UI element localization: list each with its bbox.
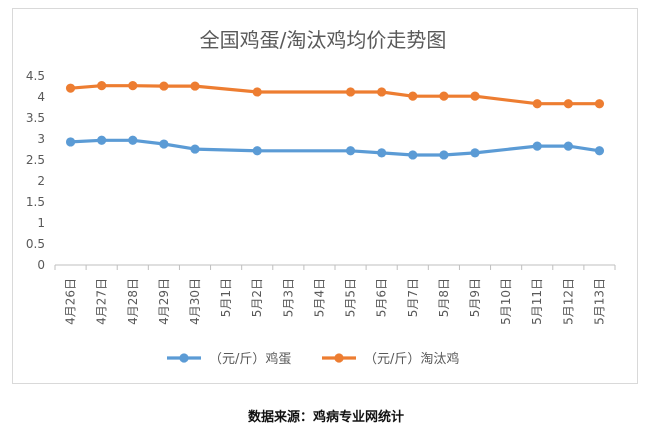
data-point bbox=[408, 91, 418, 101]
data-point bbox=[345, 146, 356, 156]
x-tick-label: 4月29日 bbox=[157, 278, 171, 325]
x-tick-label: 5月3日 bbox=[281, 278, 295, 317]
data-point bbox=[563, 141, 573, 151]
data-source-text: 数据来源：鸡病专业网统计 bbox=[247, 410, 404, 425]
y-tick-label: 4.5 bbox=[26, 69, 45, 83]
data-point bbox=[252, 87, 262, 97]
data-point bbox=[563, 99, 573, 109]
y-tick-label: 1.5 bbox=[26, 195, 45, 209]
chart-title: 全国鸡蛋/淘汰鸡均价走势图 bbox=[200, 28, 447, 52]
y-tick-label: 0 bbox=[37, 258, 45, 272]
legend-marker-0 bbox=[179, 353, 189, 363]
x-tick-label: 5月5日 bbox=[344, 278, 358, 317]
y-tick-label: 0.5 bbox=[26, 237, 45, 251]
x-tick-label: 5月9日 bbox=[468, 278, 482, 317]
data-point bbox=[532, 99, 542, 109]
data-point bbox=[532, 141, 542, 151]
x-tick-label: 4月28日 bbox=[126, 278, 140, 325]
legend: （元/斤）鸡蛋 （元/斤）淘汰鸡 bbox=[167, 351, 459, 367]
data-point bbox=[470, 91, 480, 101]
data-point bbox=[65, 83, 76, 93]
x-tick-label: 5月7日 bbox=[406, 278, 420, 317]
series-lines bbox=[65, 81, 605, 160]
x-tick-label: 5月11日 bbox=[530, 278, 544, 325]
x-tick-label: 5月2日 bbox=[250, 278, 264, 317]
legend-marker-1 bbox=[334, 353, 344, 363]
axes: 0 0.5 1 1.5 2 2.5 3 3.5 4 4.5 4月26日 4月27日 4月28日 4月29日… bbox=[26, 69, 616, 325]
legend-label-1: （元/斤）淘汰鸡 bbox=[364, 351, 459, 367]
data-point bbox=[159, 139, 169, 149]
data-point bbox=[159, 81, 169, 91]
data-point bbox=[65, 137, 76, 147]
x-tick-label: 4月26日 bbox=[64, 278, 78, 325]
data-point bbox=[128, 81, 138, 91]
data-point bbox=[190, 144, 200, 154]
data-point bbox=[97, 135, 107, 145]
y-tick-label: 2.5 bbox=[26, 153, 45, 167]
y-tick-label: 2 bbox=[37, 174, 45, 188]
data-point bbox=[128, 135, 138, 145]
y-tick-label: 4 bbox=[37, 90, 45, 104]
data-point bbox=[377, 87, 387, 97]
chart-frame bbox=[12, 8, 638, 384]
y-tick-label: 1 bbox=[37, 216, 45, 230]
y-tick-label: 3 bbox=[37, 132, 45, 146]
x-tick-label: 4月30日 bbox=[188, 278, 202, 325]
x-tick-label: 4月27日 bbox=[95, 278, 109, 325]
x-tick-label: 5月6日 bbox=[375, 278, 389, 317]
x-tick-label: 5月1日 bbox=[219, 278, 233, 317]
series-line-1 bbox=[70, 84, 600, 106]
data-point bbox=[377, 148, 387, 158]
data-point bbox=[190, 81, 200, 91]
x-tick-label: 5月10日 bbox=[499, 278, 513, 325]
x-tick-label: 5月8日 bbox=[437, 278, 451, 317]
x-tick-label: 5月12日 bbox=[561, 278, 575, 325]
data-point bbox=[439, 150, 449, 160]
data-point bbox=[97, 81, 107, 91]
data-point bbox=[594, 99, 605, 109]
series-line-0 bbox=[70, 138, 600, 157]
x-tick-label: 5月13日 bbox=[592, 278, 606, 325]
data-point bbox=[594, 146, 605, 156]
y-tick-label: 3.5 bbox=[26, 111, 45, 125]
data-point bbox=[470, 148, 480, 158]
legend-label-0: （元/斤）鸡蛋 bbox=[209, 351, 291, 367]
x-tick-label: 5月4日 bbox=[312, 278, 326, 317]
data-point bbox=[408, 150, 418, 160]
data-point bbox=[252, 146, 262, 156]
data-point bbox=[439, 91, 449, 101]
data-point bbox=[345, 87, 356, 97]
